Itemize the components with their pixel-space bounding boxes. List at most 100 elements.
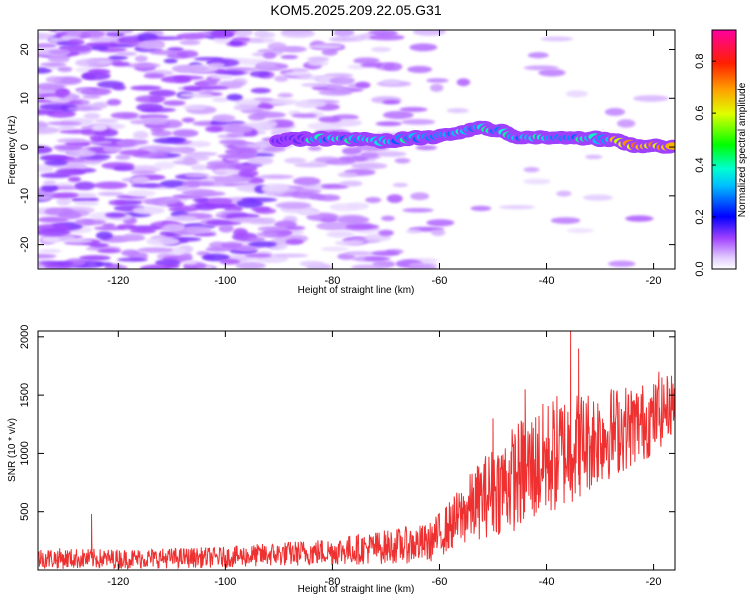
x-tick-label: -40	[539, 576, 555, 588]
heatmap-cell	[81, 30, 106, 39]
heatmap-cell	[39, 62, 67, 67]
heatmap-cell	[250, 87, 271, 94]
heatmap-cell	[39, 261, 75, 266]
heatmap-cell	[257, 226, 287, 232]
heatmap-cell	[53, 144, 84, 151]
heatmap-cell	[135, 95, 166, 103]
heatmap-cell	[74, 181, 96, 191]
heatmap-cell	[132, 130, 149, 140]
heatmap-cell	[470, 205, 492, 212]
heatmap-cell	[262, 51, 277, 60]
heatmap-cell	[212, 168, 242, 174]
heatmap-cell	[604, 108, 626, 116]
heatmap-cell	[66, 30, 85, 37]
heatmap-cell	[136, 103, 164, 112]
heatmap-cell	[178, 252, 193, 260]
heatmap-cell	[88, 68, 111, 75]
heatmap-cell	[405, 229, 422, 234]
heatmap-cell	[293, 176, 321, 186]
heatmap-cell	[301, 82, 330, 87]
heatmap-cell	[326, 230, 355, 238]
heatmap-cell	[46, 121, 82, 126]
heatmap-cell	[212, 114, 236, 123]
x-tick-label: -100	[214, 275, 236, 287]
heatmap-cell	[95, 231, 113, 240]
heatmap-cell	[116, 224, 136, 230]
heatmap-cell	[218, 224, 234, 233]
heatmap-cell	[218, 139, 247, 145]
y-tick-label: 10	[19, 92, 31, 104]
heatmap-cell	[565, 90, 588, 98]
heatmap-cell	[108, 199, 126, 206]
heatmap-cell	[212, 97, 230, 103]
heatmap-cell	[146, 237, 180, 246]
heatmap-cell	[175, 186, 190, 191]
colorbar-gradient	[711, 29, 737, 270]
heatmap-cell	[122, 139, 149, 146]
y-tick-label: 0	[19, 144, 31, 150]
heatmap-cell	[174, 65, 209, 73]
heatmap-cell	[165, 215, 198, 222]
heatmap-cell	[55, 168, 86, 176]
heatmap-cell	[129, 225, 161, 231]
heatmap-cell	[176, 33, 207, 40]
heatmap-cell	[320, 246, 349, 252]
x-tick-label: -120	[107, 576, 129, 588]
heatmap-ridge	[269, 120, 675, 154]
heatmap-cell	[608, 260, 636, 268]
heatmap-cell	[149, 50, 180, 55]
x-tick-label: -60	[432, 275, 448, 287]
heatmap-cell	[196, 251, 211, 256]
heatmap-cell	[104, 212, 126, 218]
heatmap-cell	[68, 162, 87, 171]
heatmap-cell	[360, 62, 384, 68]
heatmap-cell	[339, 180, 363, 187]
heatmap-cell	[38, 253, 57, 259]
heatmap-cell	[247, 113, 266, 121]
heatmap-cell	[75, 218, 95, 226]
heatmap-cell	[88, 242, 110, 248]
heatmap-cell	[106, 98, 122, 106]
heatmap-cell	[57, 66, 73, 73]
heatmap-cell	[104, 264, 128, 269]
heatmap-cell	[316, 194, 341, 202]
heatmap-cell	[39, 103, 68, 111]
heatmap-cell	[370, 250, 400, 257]
heatmap-cell	[153, 137, 186, 144]
heatmap-cell	[259, 120, 278, 129]
heatmap-cell	[188, 140, 212, 148]
heatmap-cell	[333, 30, 355, 37]
colorbar: 0.0 0.2 0.4 0.6 0.8 Normalized spectral ampl…	[694, 29, 748, 277]
heatmap-cell	[375, 121, 403, 127]
heatmap-cell	[210, 30, 235, 39]
colorbar-tick-label: 0.8	[694, 54, 706, 69]
heatmap-cell	[47, 54, 70, 63]
heatmap-cell	[431, 229, 446, 236]
heatmap-cell	[184, 173, 211, 178]
heatmap-cell	[415, 145, 438, 151]
heatmap-cell	[245, 253, 273, 258]
heatmap-cell	[102, 223, 116, 228]
heatmap-cell	[365, 196, 382, 204]
heatmap-cell	[71, 196, 100, 203]
heatmap-cell	[131, 182, 164, 188]
heatmap-cell	[56, 197, 71, 206]
heatmap-cell	[115, 51, 137, 57]
heatmap-cell	[383, 62, 403, 72]
heatmap-cell	[351, 264, 386, 269]
heatmap-cell	[38, 82, 67, 90]
heatmap-cell	[426, 78, 449, 83]
heatmap-cell	[307, 60, 329, 67]
colorbar-tick-label: 0.6	[694, 105, 706, 120]
heatmap-cell	[341, 147, 362, 156]
heatmap-cell	[382, 110, 414, 120]
heatmap-cell	[446, 108, 469, 114]
heatmap-cell	[210, 74, 234, 80]
heatmap-cell	[184, 225, 211, 235]
heatmap-cell	[83, 112, 101, 120]
heatmap-cell	[205, 125, 223, 133]
colorbar-ticks: 0.0 0.2 0.4 0.6 0.8	[694, 54, 716, 277]
heatmap-cell	[408, 264, 438, 269]
heatmap-cell	[291, 191, 321, 199]
